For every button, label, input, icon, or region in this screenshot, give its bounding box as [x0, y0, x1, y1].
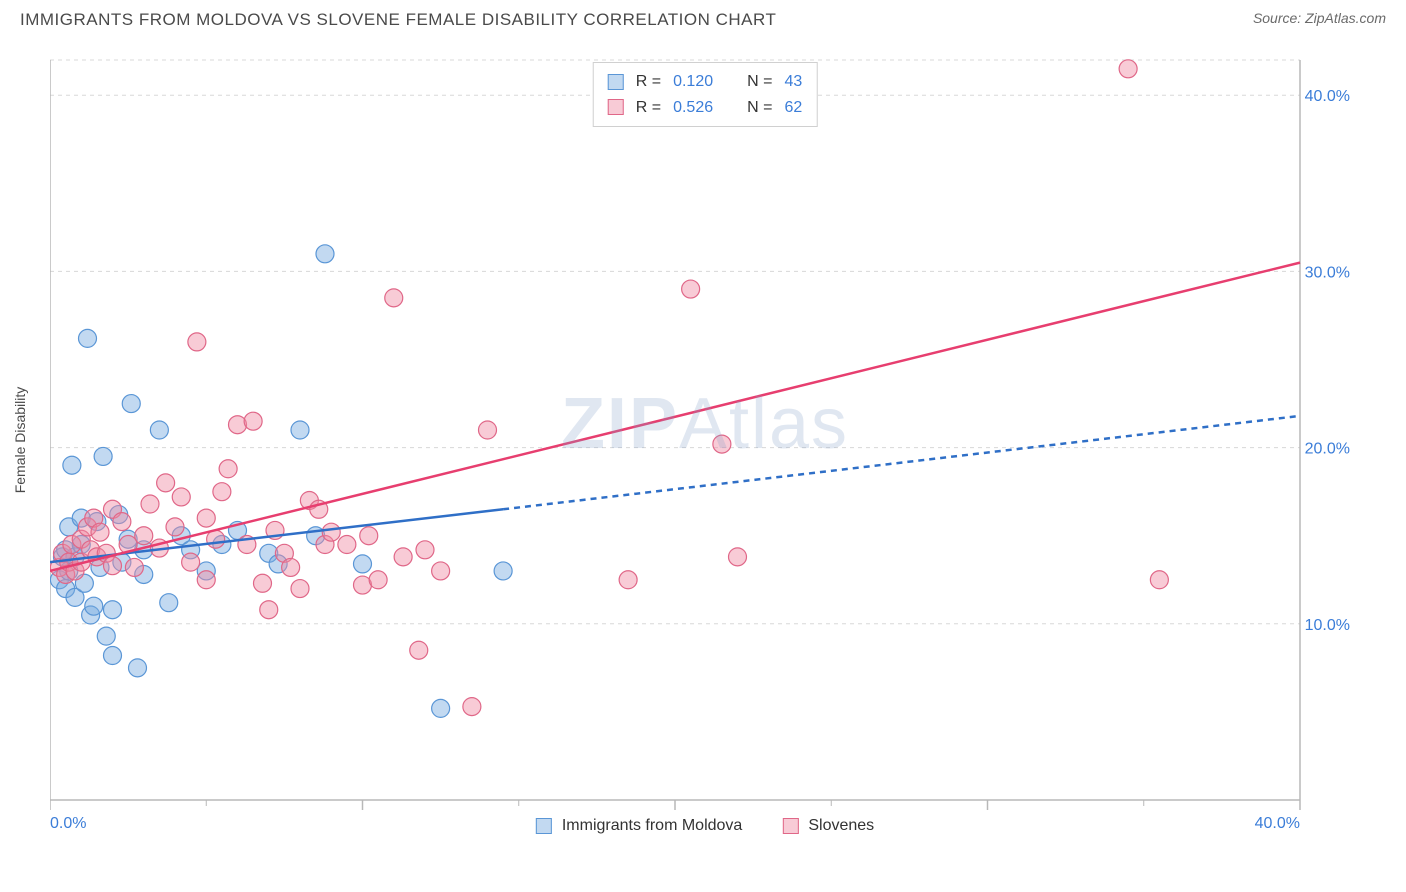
r-value-series-2: 0.526	[673, 95, 713, 121]
y-axis-label: Female Disability	[12, 387, 28, 494]
bottom-legend: Immigrants from Moldova Slovenes	[536, 817, 874, 835]
legend-swatch-series-2	[608, 99, 624, 115]
svg-text:0.0%: 0.0%	[50, 815, 86, 830]
svg-text:40.0%: 40.0%	[1305, 88, 1350, 105]
stats-row-series-2: R = 0.526 N = 62	[608, 95, 803, 121]
svg-text:40.0%: 40.0%	[1255, 815, 1300, 830]
legend-swatch-series-1	[608, 74, 624, 90]
stats-row-series-1: R = 0.120 N = 43	[608, 69, 803, 95]
svg-text:10.0%: 10.0%	[1305, 617, 1350, 634]
legend-swatch-series-2-bottom	[782, 818, 798, 834]
legend-swatch-series-1-bottom	[536, 818, 552, 834]
n-value-series-2: 62	[784, 95, 802, 121]
source-attribution: Source: ZipAtlas.com	[1253, 10, 1386, 26]
legend-item-series-2: Slovenes	[782, 817, 874, 835]
svg-text:30.0%: 30.0%	[1305, 264, 1350, 281]
header: IMMIGRANTS FROM MOLDOVA VS SLOVENE FEMAL…	[0, 0, 1406, 35]
n-value-series-1: 43	[784, 69, 802, 95]
chart-title: IMMIGRANTS FROM MOLDOVA VS SLOVENE FEMAL…	[20, 10, 776, 30]
legend-item-series-1: Immigrants from Moldova	[536, 817, 743, 835]
svg-text:20.0%: 20.0%	[1305, 441, 1350, 458]
r-value-series-1: 0.120	[673, 69, 713, 95]
scatter-plot: 10.0% 20.0% 30.0% 40.0% 0.0% 40.0%	[50, 50, 1360, 830]
stats-legend: R = 0.120 N = 43 R = 0.526 N = 62	[593, 62, 818, 127]
chart-container: Female Disability 10.0%20.0%30.0%40.0%0.…	[50, 50, 1360, 830]
